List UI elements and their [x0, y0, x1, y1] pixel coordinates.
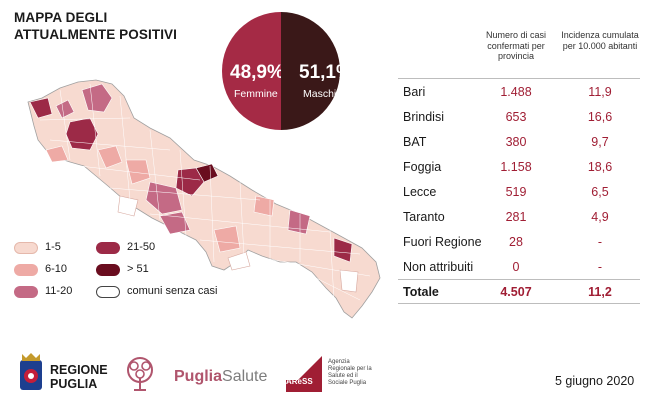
female-half-circle: [222, 12, 281, 130]
table-row: Bari 1.488 11,9: [398, 80, 640, 104]
province-name: Brindisi: [403, 110, 444, 124]
area-salento-white: [339, 269, 359, 293]
area-mid-2: [45, 145, 69, 163]
total-cases: 4.507: [500, 285, 532, 299]
tree-icon: [127, 357, 153, 391]
table-row: Taranto 281 4,9: [398, 205, 640, 229]
province-incidence: 6,5: [591, 185, 609, 199]
legend-swatch: [14, 242, 38, 254]
area-cerignola: [97, 145, 123, 169]
total-label: Totale: [403, 285, 439, 299]
report-date: 5 giugno 2020: [555, 374, 635, 388]
total-incidence: 11,2: [588, 285, 612, 299]
province-name: Non attribuiti: [403, 260, 474, 274]
area-bari-mid: [175, 167, 205, 197]
table-top-rule: [398, 78, 640, 79]
total-rule: [398, 279, 640, 280]
table-row-total: Totale 4.507 11,2: [398, 280, 640, 304]
map-title-line1: MAPPA DEGLI: [14, 10, 108, 25]
province-name: Bari: [403, 85, 426, 99]
female-share: 48,9% Femmine: [222, 12, 340, 130]
legend-swatch: [96, 242, 120, 254]
province-name: Fuori Regione: [403, 235, 482, 249]
table-row: Non attribuiti 0 -: [398, 255, 640, 279]
province-cases: 28: [509, 235, 523, 249]
province-cases: 281: [505, 210, 527, 224]
area-bat: [125, 159, 151, 185]
table-row: Lecce 519 6,5: [398, 180, 640, 204]
aress-mark-text: AReSS: [286, 377, 313, 386]
legend-label: comuni senza casi: [127, 285, 218, 297]
province-incidence: 9,7: [591, 135, 609, 149]
area-white-1: [117, 195, 139, 217]
legend-swatch: [96, 264, 120, 276]
province-name: BAT: [403, 135, 427, 149]
province-cases: 0: [512, 260, 520, 274]
area-gargano: [81, 83, 113, 113]
province-cases: 1.158: [500, 160, 532, 174]
region-outline: [27, 79, 381, 319]
female-label: Femmine: [234, 88, 278, 100]
province-cases: 380: [505, 135, 527, 149]
map-title: MAPPA DEGLI ATTUALMENTE POSITIVI: [14, 9, 177, 43]
table-row: BAT 380 9,7: [398, 130, 640, 154]
regione-line1: REGIONE: [50, 363, 108, 377]
aress-logo-mark: [286, 356, 322, 392]
area-sanseverino: [55, 99, 75, 119]
province-incidence: -: [597, 235, 603, 249]
legend-swatch: [96, 286, 120, 298]
province-cases: 1.488: [500, 85, 532, 99]
table-row: Foggia 1.158 18,6: [398, 155, 640, 179]
cases-column-header: Numero di casi confermati per provincia: [485, 30, 547, 61]
table-row: Fuori Regione 28 -: [398, 230, 640, 254]
male-label: Maschi: [303, 88, 337, 100]
province-incidence: 11,9: [588, 85, 612, 99]
table-row: Brindisi 653 16,6: [398, 105, 640, 129]
province-incidence: 16,6: [587, 110, 613, 124]
map-title-line2: ATTUALMENTE POSITIVI: [14, 27, 177, 42]
municipality-borders: [39, 83, 371, 301]
table-bottom-rule: [398, 303, 640, 304]
province-name: Foggia: [403, 160, 442, 174]
area-murge: [145, 181, 183, 215]
incidence-column-header: Incidenza cumulata per 10.000 abitanti: [561, 30, 639, 51]
pugliasalute-part1: Puglia: [174, 368, 223, 385]
regione-puglia-emblem: [20, 353, 42, 390]
male-share: 51,1% Maschi: [279, 12, 397, 130]
male-half-circle: [281, 12, 340, 130]
legend-swatch: [14, 264, 38, 276]
legend-label: 6-10: [45, 263, 68, 275]
area-white-2: [227, 251, 251, 271]
legend-label: 21-50: [127, 241, 156, 253]
male-percent: 51,1%: [299, 62, 353, 83]
legend-label: 11-20: [45, 285, 73, 297]
puglia-map: [27, 79, 381, 319]
area-brindisi: [287, 209, 311, 235]
province-incidence: 18,6: [587, 160, 613, 174]
pugliasalute-logo: PugliaSalute: [174, 368, 267, 386]
legend-swatch: [14, 286, 38, 298]
legend-label: 1-5: [45, 241, 61, 253]
area-lecce: [333, 237, 353, 263]
province-name: Taranto: [403, 210, 445, 224]
area-nw: [29, 97, 53, 119]
province-incidence: 4,9: [591, 210, 609, 224]
province-cases: 519: [505, 185, 527, 199]
province-incidence: -: [597, 260, 603, 274]
aress-description: Agenzia Regionale per la Salute ed il So…: [328, 359, 372, 386]
regione-line2: PUGLIA: [50, 377, 98, 391]
province-cases: 653: [505, 110, 527, 124]
legend-label: > 51: [127, 263, 149, 275]
province-name: Lecce: [403, 185, 437, 199]
pugliasalute-part2: Salute: [222, 368, 268, 385]
regione-puglia-logo: REGIONE PUGLIA: [50, 363, 108, 391]
female-percent: 48,9%: [230, 62, 284, 83]
area-mid-1: [253, 195, 275, 217]
area-taranto: [213, 225, 241, 253]
